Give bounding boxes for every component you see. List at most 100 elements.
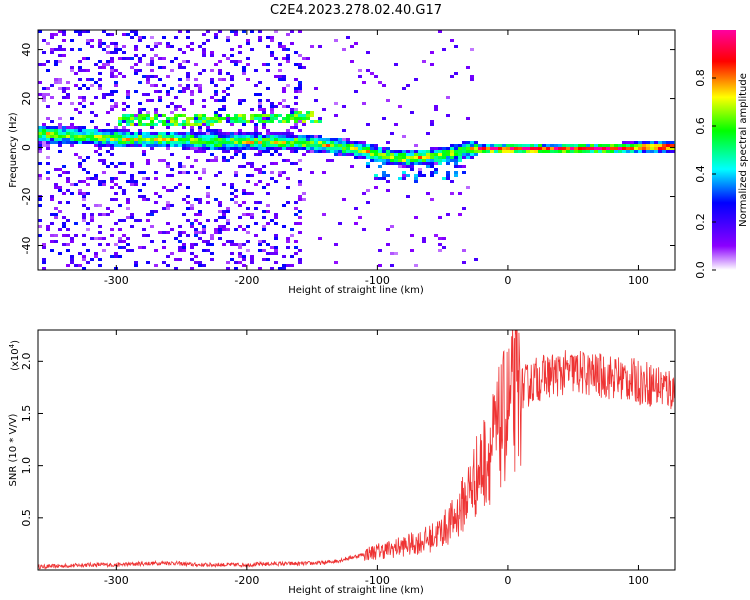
heatmap-cell (62, 216, 66, 219)
heatmap-cell (202, 144, 206, 147)
colorbar-ticks: 0.00.20.40.60.8 (694, 69, 716, 279)
heatmap-cell (82, 195, 86, 198)
heatmap-cell (106, 51, 110, 54)
heatmap-cell (462, 144, 466, 147)
heatmap-cell (178, 141, 182, 144)
heatmap-cell (210, 129, 214, 132)
heatmap-cell (46, 177, 50, 180)
heatmap-cell (86, 249, 90, 252)
heatmap-cell (266, 87, 270, 90)
heatmap-cell (90, 216, 94, 219)
heatmap-cell (210, 81, 214, 84)
heatmap-cell (130, 135, 134, 138)
heatmap-cell (466, 147, 470, 150)
heatmap-cell (178, 84, 182, 87)
heatmap-cell (222, 54, 226, 57)
heatmap-cell (166, 189, 170, 192)
heatmap-cell (206, 249, 210, 252)
heatmap-cell (62, 234, 66, 237)
colorbar-tick-label: 0.6 (694, 117, 707, 135)
heatmap-cell (354, 141, 358, 144)
heatmap-cell (178, 249, 182, 252)
heatmap-cell (214, 147, 218, 150)
heatmap-cell (386, 99, 390, 102)
heatmap-cell (178, 114, 182, 117)
heatmap-cell (350, 45, 354, 48)
heatmap-cell (98, 138, 102, 141)
heatmap-cell (194, 228, 198, 231)
heatmap-cell (518, 147, 522, 150)
heatmap-cell (358, 150, 362, 153)
heatmap-cell (370, 144, 374, 147)
heatmap-cell (174, 135, 178, 138)
heatmap-cell (126, 120, 130, 123)
heatmap-cell (78, 252, 82, 255)
heatmap-cell (282, 264, 286, 267)
heatmap-cell (250, 162, 254, 165)
heatmap-cell (98, 159, 102, 162)
heatmap-cell (294, 252, 298, 255)
heatmap-cell (366, 51, 370, 54)
heatmap-cell (214, 114, 218, 117)
heatmap-cell (110, 135, 114, 138)
heatmap-cell (434, 150, 438, 153)
heatmap-cell (38, 144, 42, 147)
heatmap-cell (250, 30, 254, 33)
heatmap-cell (182, 114, 186, 117)
heatmap-cell (54, 168, 58, 171)
spectrogram-cells (38, 30, 675, 270)
heatmap-cell (182, 66, 186, 69)
heatmap-cell (126, 57, 130, 60)
heatmap-cell (70, 261, 74, 264)
heatmap-cell (430, 150, 434, 153)
heatmap-cell (114, 90, 118, 93)
heatmap-cell (78, 48, 82, 51)
heatmap-cell (206, 30, 210, 33)
heatmap-cell (262, 63, 266, 66)
heatmap-cell (314, 120, 318, 123)
heatmap-cell (146, 144, 150, 147)
heatmap-cell (182, 165, 186, 168)
heatmap-cell (130, 132, 134, 135)
heatmap-cell (206, 39, 210, 42)
heatmap-cell (286, 114, 290, 117)
heatmap-cell (138, 141, 142, 144)
heatmap-cell (86, 42, 90, 45)
heatmap-cell (406, 153, 410, 156)
heatmap-cell (78, 111, 82, 114)
heatmap-cell (66, 243, 70, 246)
heatmap-cell (54, 129, 58, 132)
heatmap-cell (186, 201, 190, 204)
heatmap-cell (154, 264, 158, 267)
heatmap-cell (230, 198, 234, 201)
heatmap-cell (266, 129, 270, 132)
heatmap-cell (74, 153, 78, 156)
heatmap-cell (342, 129, 346, 132)
heatmap-cell (58, 144, 62, 147)
heatmap-cell (190, 126, 194, 129)
heatmap-cell (242, 66, 246, 69)
snr-plot: -300 -200 -100 0 100 0.51.01.52.0 Height of … (8, 329, 676, 596)
heatmap-cell (178, 78, 182, 81)
y-tick-label: -40 (20, 237, 33, 255)
heatmap-cell (226, 261, 230, 264)
heatmap-cell (270, 108, 274, 111)
heatmap-cell (114, 48, 118, 51)
heatmap-cell (298, 129, 302, 132)
heatmap-cell (206, 243, 210, 246)
heatmap-cell (102, 144, 106, 147)
heatmap-cell (122, 33, 126, 36)
heatmap-cell (266, 183, 270, 186)
heatmap-cell (158, 90, 162, 93)
heatmap-cell (262, 135, 266, 138)
heatmap-cell (250, 192, 254, 195)
heatmap-cell (462, 150, 466, 153)
heatmap-cell (78, 156, 82, 159)
heatmap-cell (102, 249, 106, 252)
heatmap-cell (446, 114, 450, 117)
heatmap-cell (454, 147, 458, 150)
heatmap-cell (634, 141, 638, 144)
heatmap-cell (154, 192, 158, 195)
heatmap-cell (394, 123, 398, 126)
